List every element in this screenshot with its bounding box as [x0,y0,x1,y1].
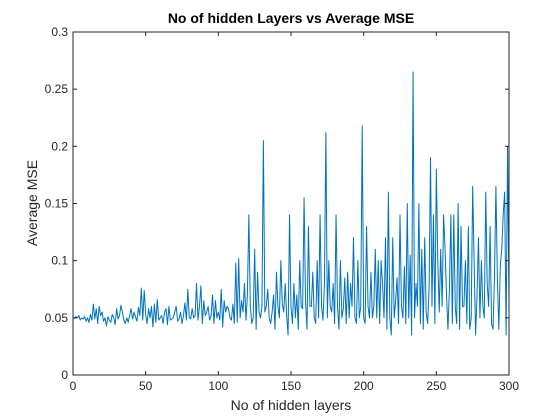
y-tick-label: 0.2 [51,139,68,153]
x-axis-title: No of hidden layers [231,397,352,413]
x-tick-label: 150 [281,379,301,393]
x-tick-label: 250 [426,379,446,393]
y-axis-title: Average MSE [24,160,40,246]
y-tick-label: 0.3 [51,25,68,39]
y-axis-ticks: 0 0.05 0.1 0.15 0.2 0.25 0.3 [45,25,509,382]
y-tick-label: 0.15 [45,197,69,211]
y-tick-label: 0.25 [45,82,69,96]
x-tick-label: 300 [499,379,519,393]
series-layer [74,71,510,336]
y-tick-label: 0.05 [45,311,69,325]
series-line-0 [74,71,510,336]
plot-area [73,32,509,375]
x-tick-label: 50 [139,379,153,393]
chart-title: No of hidden Layers vs Average MSE [168,10,414,26]
x-tick-label: 0 [70,379,77,393]
y-tick-label: 0.1 [51,254,68,268]
y-tick-label: 0 [61,368,68,382]
x-tick-label: 200 [354,379,374,393]
x-tick-label: 100 [208,379,228,393]
x-axis-ticks: 0 50 100 150 200 250 300 [70,32,519,393]
